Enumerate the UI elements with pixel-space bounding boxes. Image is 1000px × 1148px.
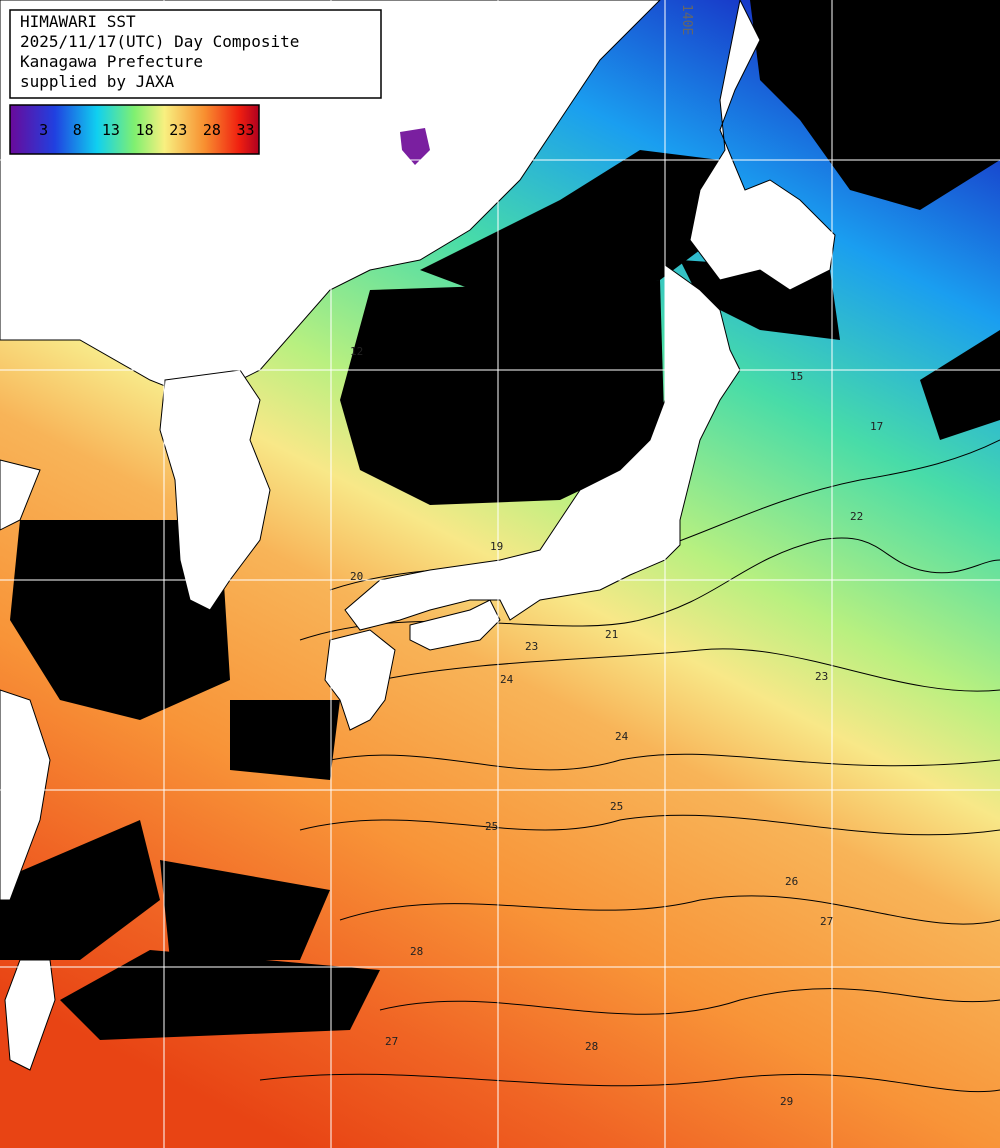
contour-label: 28 xyxy=(585,1040,598,1053)
colorbar-tick-label: 8 xyxy=(73,121,82,139)
grid-label: 140E xyxy=(679,4,694,35)
header-box xyxy=(9,9,382,99)
contour-label: 19 xyxy=(490,540,503,553)
colorbar-tick-label: 13 xyxy=(102,121,120,139)
header-line: supplied by JAXA xyxy=(20,72,174,91)
contour-label: 27 xyxy=(385,1035,398,1048)
contour-label: 26 xyxy=(785,875,798,888)
contour-label: 17 xyxy=(870,420,883,433)
contour-label: 20 xyxy=(350,570,363,583)
contour-label: 24 xyxy=(615,730,629,743)
contour-label: 12 xyxy=(350,345,363,358)
colorbar-ticks: 3 8 13 18 23 28 33 xyxy=(39,121,254,139)
colorbar-tick-label: 33 xyxy=(237,121,255,139)
colorbar-tick-label: 28 xyxy=(203,121,221,139)
contour-label: 15 xyxy=(790,370,803,383)
contour-label: 29 xyxy=(780,1095,793,1108)
header-line: 2025/11/17(UTC) Day Composite xyxy=(20,32,299,51)
contour-label: 21 xyxy=(605,628,618,641)
clouds xyxy=(0,0,1000,1040)
header-line: Kanagawa Prefecture xyxy=(20,52,203,71)
land xyxy=(0,0,836,1071)
header-line: HIMAWARI SST xyxy=(20,12,136,31)
colorbar xyxy=(9,104,260,155)
colorbar-tick-label: 3 xyxy=(39,121,48,139)
contour-label: 25 xyxy=(485,820,498,833)
contour-label: 28 xyxy=(410,945,423,958)
contour-label: 22 xyxy=(850,510,863,523)
colorbar-tick-label: 23 xyxy=(169,121,187,139)
island-sst xyxy=(400,128,430,165)
contour-label: 25 xyxy=(610,800,623,813)
colorbar-tick-label: 18 xyxy=(136,121,154,139)
contour-label: 27 xyxy=(820,915,833,928)
contour-label: 23 xyxy=(815,670,828,683)
contour-label: 23 xyxy=(525,640,538,653)
contour-labels: 12 15 17 19 20 21 22 23 23 24 24 25 25 26 27 27 28 28 29 xyxy=(350,345,883,1108)
contour-label: 24 xyxy=(500,673,514,686)
